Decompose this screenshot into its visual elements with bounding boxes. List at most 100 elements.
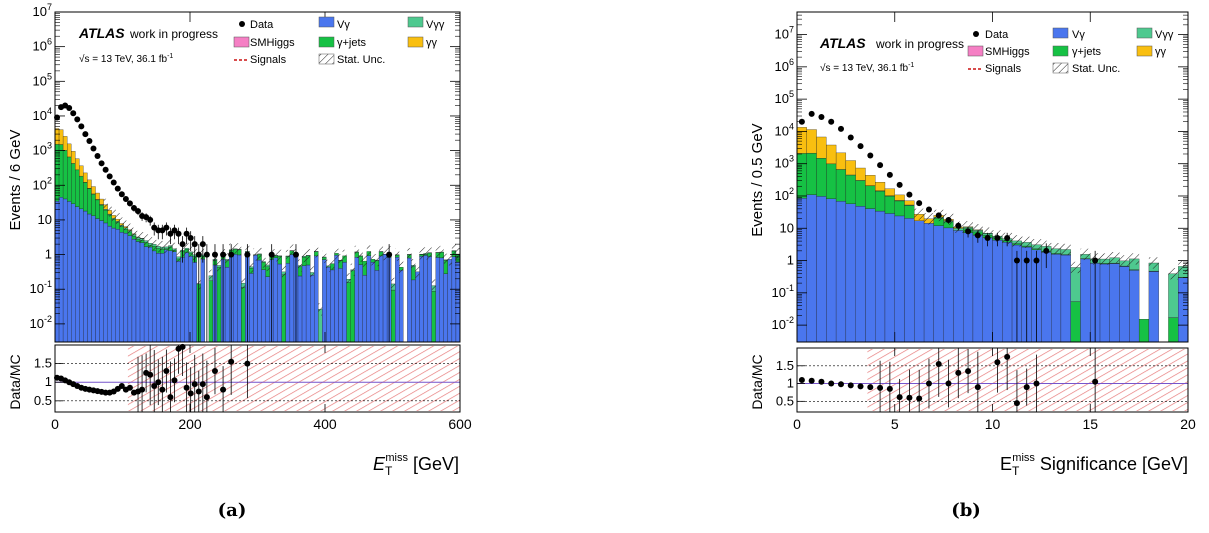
a-bar-gamma_jets [67, 157, 71, 201]
b-bar-gamma_jets [1139, 319, 1149, 342]
b-stat-unc [1120, 255, 1130, 266]
a-stat-unc [343, 250, 347, 262]
b-bar-gamma_jets [1168, 318, 1178, 342]
a-stat-unc [152, 238, 156, 250]
b-ratio-point [1024, 384, 1030, 390]
b-bar-gamma_jets [836, 170, 846, 202]
a-ytick-label: 10-1 [30, 279, 52, 296]
a-data-point [176, 231, 182, 237]
a-stat-unc [140, 232, 144, 244]
a-bar-v_gamma [448, 259, 452, 342]
a-stat-unc [351, 264, 355, 276]
a-stat-unc [278, 250, 282, 262]
a-bar-v_gamma [55, 201, 59, 342]
a-bar-gamma_jets [282, 275, 286, 342]
a-ratio-point [192, 381, 198, 387]
a-bar-v_gamma [444, 274, 448, 342]
a-stat-unc [424, 247, 428, 259]
b-data-point [906, 192, 912, 198]
b-ytick-label: 1 [787, 253, 794, 268]
a-bar-v_gamma [375, 270, 379, 342]
a-stat-unc [282, 266, 286, 278]
a-bar-v_gamma [420, 256, 424, 342]
a-ratio-ylabel: Data/MC [7, 354, 23, 409]
a-legend-data: Data [250, 19, 274, 31]
b-ratio-point [936, 361, 942, 367]
a-bar-v_gamma [156, 253, 160, 342]
b-bar-v_gamma [963, 233, 973, 342]
b-ratio-point [975, 384, 981, 390]
b-bar-gamma_jets [865, 186, 875, 209]
a-bar-v_gamma [193, 262, 197, 342]
b-bar-v_gamma [905, 218, 915, 342]
a-bar-v_gamma [172, 252, 176, 342]
a-bar-v_gamma [148, 247, 152, 342]
a-stat-unc [436, 246, 440, 258]
a-data-point [180, 241, 186, 247]
a-ytick-label: 106 [33, 37, 52, 54]
a-stat-unc [144, 234, 148, 246]
b-bar-gamma_gamma [875, 182, 885, 191]
a-xtick-label: 0 [51, 416, 59, 432]
b-data-point [1043, 248, 1049, 254]
a-stat-unc [177, 251, 181, 263]
b-data-point [848, 134, 854, 140]
b-bar-v_gamma [875, 211, 885, 342]
a-bar-gamma_jets [96, 200, 100, 219]
a-stat-unc [415, 266, 419, 278]
a-bar-v_gamma [201, 259, 205, 342]
a-ratio-point [244, 361, 250, 367]
b-data-point [936, 212, 942, 218]
a-bar-gamma_gamma [83, 173, 87, 182]
b-ratio-point [828, 381, 834, 387]
a-stat-unc [116, 213, 120, 225]
a-ratio-band [55, 346, 460, 411]
a-ratio-point [155, 379, 161, 385]
a-bar-gamma_jets [63, 150, 67, 199]
a-bar-gamma_jets [209, 281, 213, 342]
a-bar-v_gamma [266, 277, 270, 342]
a-legend-vgg: Vγγ [426, 19, 445, 31]
a-bar-v_gamma [185, 253, 189, 342]
a-data-point [119, 191, 125, 197]
a-stat-unc [448, 253, 452, 265]
a-stat-unc [262, 255, 266, 267]
a-ratio-point [220, 387, 226, 393]
b-data-point [887, 172, 893, 178]
a-stat-unc [306, 249, 310, 261]
b-legend-signals: Signals [985, 63, 1022, 75]
b-bar-v_gamma [856, 206, 866, 342]
b-bar-v_gamma [983, 238, 993, 342]
a-bar-gamma_jets [217, 267, 221, 342]
b-data-point [1004, 235, 1010, 241]
a-bar-gamma_gamma [59, 130, 63, 145]
b-stat-unc [1080, 249, 1090, 260]
a-legend-gjets-swatch [319, 37, 334, 47]
a-stat-unc [391, 278, 395, 290]
a-stat-unc [440, 246, 444, 258]
a-bar-v_gamma [278, 264, 282, 342]
b-bar-v_gamma [973, 235, 983, 342]
a-bar-v_gamma [237, 255, 241, 342]
a-ytick-label: 10-2 [30, 314, 52, 331]
a-bar-v_gamma [189, 256, 193, 342]
a-legend-gg: γγ [426, 37, 438, 49]
a-stat-unc [359, 250, 363, 262]
a-data-point [200, 241, 206, 247]
a-stat-unc [444, 254, 448, 266]
b-legend-gjets-swatch [1053, 46, 1068, 56]
b-bar-gamma_gamma [885, 189, 895, 196]
a-bar-v_gamma [258, 260, 262, 342]
a-bar-v_gamma [104, 223, 108, 342]
a-stat-unc [347, 273, 351, 285]
b-ratio-ylabel: Data/MC [749, 354, 765, 409]
b-ytick-label: 103 [775, 154, 794, 171]
a-data-point [115, 186, 121, 192]
b-bar-gamma_jets [905, 206, 915, 219]
b-bar-v_gamma [846, 204, 856, 342]
a-data-point [99, 160, 105, 166]
b-ratio-point [1033, 381, 1039, 387]
b-bar-v_gamma [1002, 242, 1012, 342]
b-bar-gamma_jets [807, 153, 817, 194]
